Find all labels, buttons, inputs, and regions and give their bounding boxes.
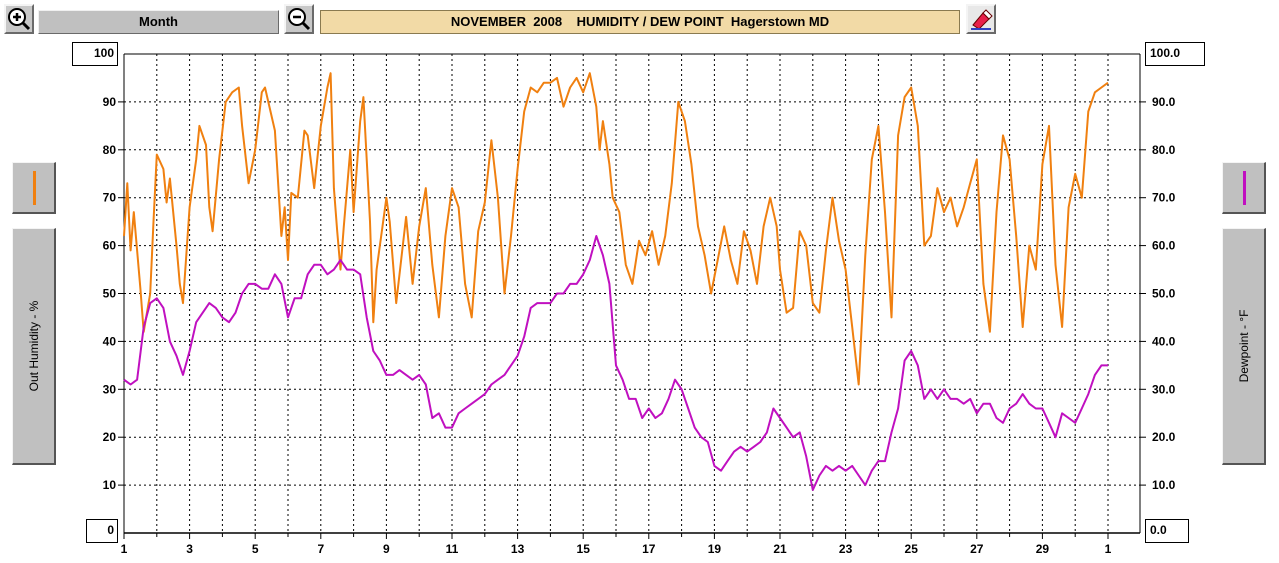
- humidity-series-line: [123, 72, 1109, 386]
- eraser-icon: [971, 9, 993, 30]
- x-tick-label: 7: [317, 542, 324, 556]
- x-tick-label: 5: [252, 542, 259, 556]
- x-tick-label: 1: [1105, 542, 1112, 556]
- left-tick-label: 50: [103, 287, 117, 301]
- left-tick-label: 60: [103, 239, 117, 253]
- x-tick-label: 19: [708, 542, 722, 556]
- period-select[interactable]: Month: [38, 10, 279, 34]
- right-tick-label: 60.0: [1152, 239, 1176, 253]
- left-axis-max-box: 100: [72, 42, 118, 66]
- x-tick-label: 21: [773, 542, 787, 556]
- x-tick-label: 29: [1036, 542, 1050, 556]
- x-tick-label: 13: [511, 542, 525, 556]
- humidity-axis-button[interactable]: Out Humidity - %: [12, 228, 56, 465]
- right-axis-min-label: 0.0: [1150, 523, 1167, 537]
- dewpoint-legend-swatch: [1242, 171, 1246, 205]
- humidity-legend-swatch: [32, 171, 36, 205]
- humidity-legend-button[interactable]: [12, 162, 56, 214]
- left-tick-label: 70: [103, 191, 117, 205]
- x-tick-label: 23: [839, 542, 853, 556]
- right-tick-label: 90.0: [1152, 95, 1176, 109]
- eraser-button[interactable]: [966, 4, 996, 34]
- zoom-out-button[interactable]: [284, 4, 314, 34]
- right-tick-label: 40.0: [1152, 334, 1176, 348]
- x-tick-label: 17: [642, 542, 656, 556]
- left-tick-label: 10: [103, 478, 117, 492]
- zoom-out-icon: [288, 8, 311, 31]
- right-tick-label: 20.0: [1152, 430, 1176, 444]
- right-tick-label: 10.0: [1152, 478, 1176, 492]
- right-tick-label: 50.0: [1152, 287, 1176, 301]
- x-tick-label: 25: [905, 542, 919, 556]
- right-axis-max-box: 100.0: [1145, 42, 1205, 66]
- zoom-in-button[interactable]: [4, 4, 34, 34]
- x-tick-label: 11: [446, 542, 459, 556]
- left-tick-label: 30: [103, 382, 117, 396]
- right-tick-label: 30.0: [1152, 382, 1176, 396]
- right-tick-label: 70.0: [1152, 191, 1176, 205]
- right-axis-max-label: 100.0: [1150, 46, 1181, 60]
- left-tick-label: 80: [103, 143, 117, 157]
- x-tick-label: 9: [383, 542, 390, 556]
- right-axis-min-box: 0.0: [1145, 519, 1189, 543]
- x-tick-label: 3: [186, 542, 193, 556]
- left-tick-label: 40: [103, 334, 117, 348]
- dewpoint-axis-button[interactable]: Dewpoint - °F: [1222, 228, 1266, 465]
- left-axis-min-label: 0: [107, 523, 114, 537]
- dewpoint-series-line: [123, 235, 1108, 491]
- dewpoint-legend-button[interactable]: [1222, 162, 1266, 214]
- left-tick-label: 90: [103, 95, 117, 109]
- left-tick-label: 20: [103, 430, 117, 444]
- left-axis-min-box: 0: [86, 519, 118, 543]
- x-tick-label: 1: [121, 542, 128, 556]
- x-tick-label: 15: [577, 542, 591, 556]
- chart-title: NOVEMBER 2008 HUMIDITY / DEW POINT Hager…: [320, 10, 960, 34]
- x-tick-label: 27: [970, 542, 984, 556]
- left-axis-max-label: 100: [93, 46, 114, 60]
- zoom-in-icon: [8, 8, 31, 31]
- right-tick-label: 80.0: [1152, 143, 1176, 157]
